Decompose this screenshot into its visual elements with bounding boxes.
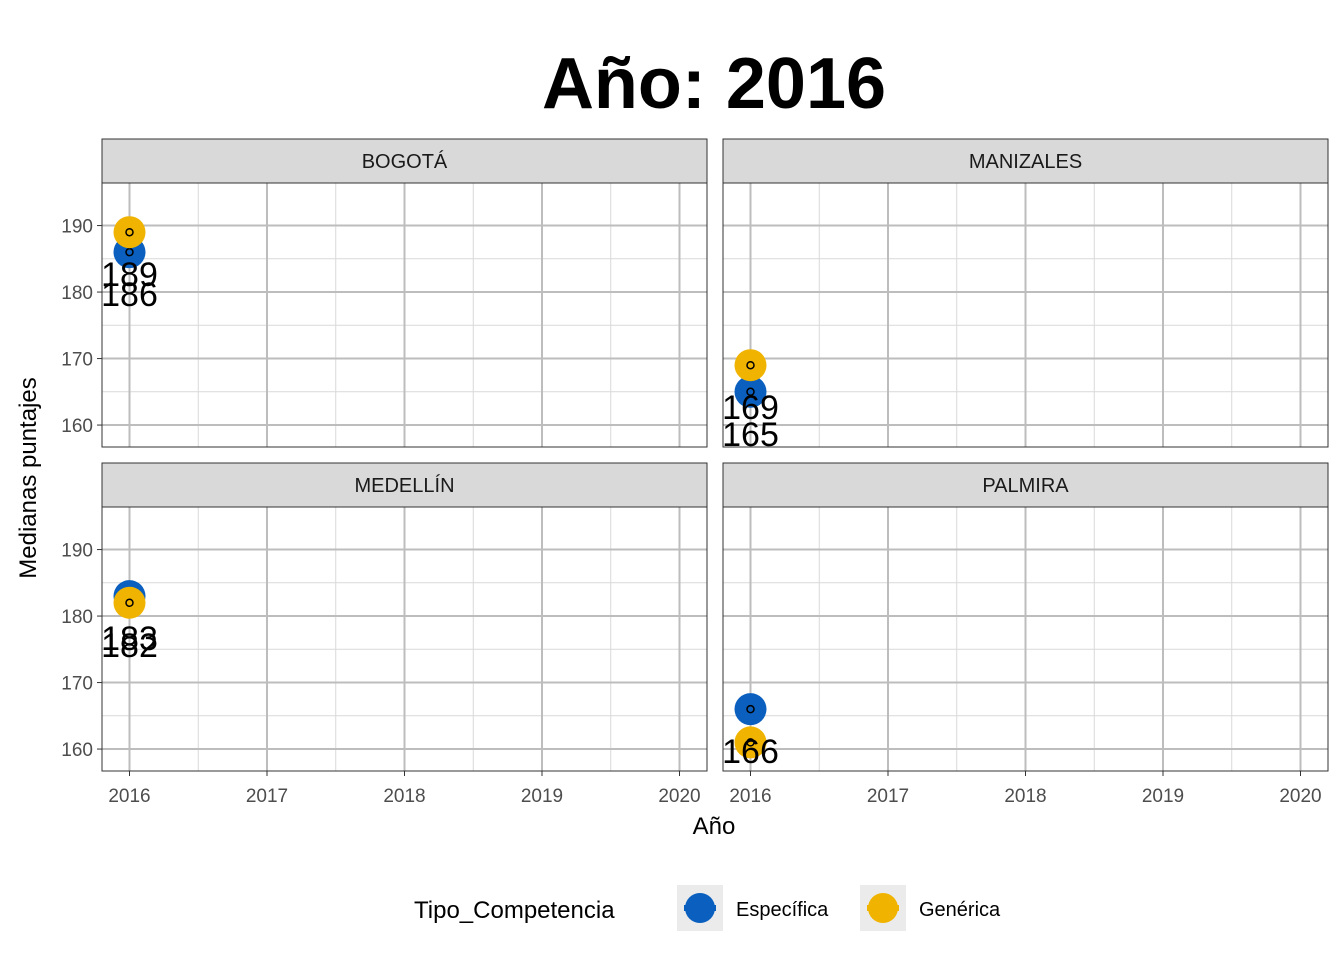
x-tick-label: 2020 xyxy=(1279,786,1321,807)
x-tick-label: 2019 xyxy=(1142,786,1184,807)
y-axis-title: Medianas puntajes xyxy=(15,377,42,578)
data-label: 161 xyxy=(722,766,779,804)
data-label: 165 xyxy=(722,416,779,454)
x-tick-label: 2019 xyxy=(521,786,563,807)
x-tick-label: 2017 xyxy=(867,786,909,807)
facet-title: MEDELLÍN xyxy=(354,474,454,497)
facet-strip xyxy=(101,138,708,184)
y-tick-label: 180 xyxy=(61,607,93,628)
y-tick-label: 170 xyxy=(61,674,93,695)
point-center-generica xyxy=(125,227,134,237)
data-label: 169 xyxy=(722,389,779,427)
point-especifica xyxy=(734,693,767,726)
point-center-especifica xyxy=(125,247,134,257)
facet-medellin: MEDELLÍN 160 170 180 190 2016 2017 2018 2019 2020… xyxy=(61,462,708,807)
point-center-generica xyxy=(746,738,755,747)
facet-title: MANIZALES xyxy=(969,151,1082,173)
point-generica xyxy=(113,216,146,249)
legend-key-point-generica xyxy=(868,893,898,923)
x-tick-label: 2017 xyxy=(246,786,288,807)
y-tick-label: 160 xyxy=(61,416,93,437)
legend: Tipo_Competencia Específica Genérica xyxy=(414,885,1001,931)
facet-palmira: PALMIRA 2016 2017 2018 2019 2020 166161 xyxy=(722,462,1329,807)
point-generica xyxy=(113,586,146,619)
x-tick-label: 2018 xyxy=(1004,786,1046,807)
x-tick-label: 2020 xyxy=(658,786,700,807)
point-center-generica xyxy=(746,360,755,370)
legend-title: Tipo_Competencia xyxy=(414,897,615,924)
facet-points: 166161 xyxy=(722,693,779,804)
x-axis-title: Año xyxy=(693,813,736,840)
data-label: 189 xyxy=(101,256,158,294)
legend-label-generica: Genérica xyxy=(919,899,1001,921)
point-generica xyxy=(734,726,767,759)
y-tick-label: 190 xyxy=(61,217,93,238)
facet-strip xyxy=(722,462,1329,508)
point-center-especifica xyxy=(746,387,755,397)
point-generica xyxy=(734,349,767,382)
data-label: 183 xyxy=(101,620,158,658)
data-label: 186 xyxy=(101,276,158,314)
facet-strip xyxy=(722,138,1329,184)
x-tick-label: 2016 xyxy=(729,786,771,807)
point-center-generica xyxy=(125,598,134,608)
chart-title: Año: 2016 xyxy=(542,44,886,124)
data-label: 182 xyxy=(101,627,158,665)
y-tick-label: 180 xyxy=(61,283,93,304)
facet-panels: BOGOTÁ160170180190186189MANIZALES165169M… xyxy=(61,138,1329,807)
y-tick-label: 190 xyxy=(61,541,93,562)
panel-border xyxy=(101,182,708,448)
y-tick-label: 170 xyxy=(61,350,93,371)
point-especifica xyxy=(734,375,767,408)
facet-strip xyxy=(101,462,708,508)
legend-label-especifica: Específica xyxy=(736,899,829,921)
y-tick-label: 160 xyxy=(61,740,93,761)
x-tick-label: 2018 xyxy=(383,786,425,807)
facet-title: PALMIRA xyxy=(982,475,1069,497)
data-label: 166 xyxy=(722,733,779,771)
point-center-especifica xyxy=(746,704,755,714)
x-tick-label: 2016 xyxy=(108,786,150,807)
legend-key-point-especifica xyxy=(685,893,715,923)
facet-title: BOGOTÁ xyxy=(362,150,448,173)
panel-border xyxy=(722,182,1329,448)
